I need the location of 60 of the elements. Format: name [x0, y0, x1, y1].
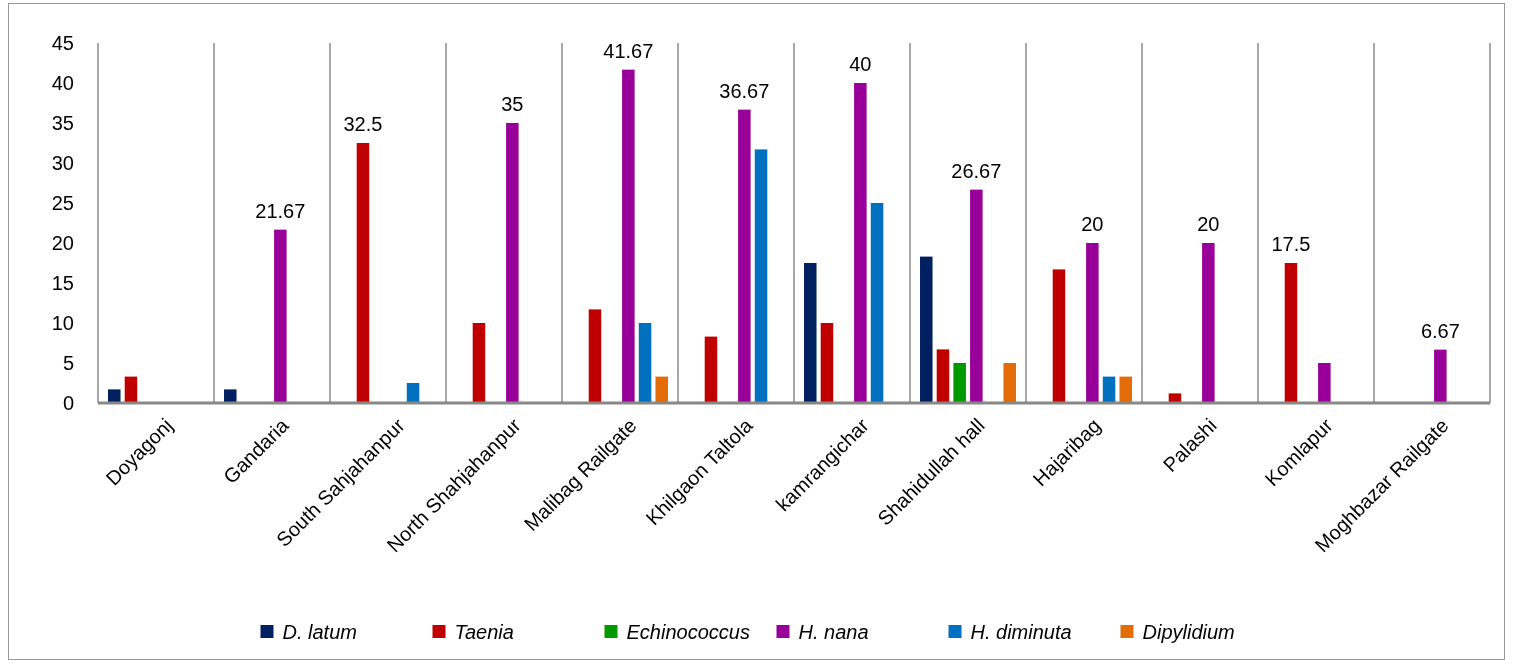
data-label: 40 [849, 53, 872, 75]
data-label: 26.67 [951, 159, 1002, 182]
bar [704, 336, 718, 403]
y-tick-label: 0 [62, 392, 74, 414]
legend-label: Echinococcus [626, 621, 750, 643]
bar [920, 256, 933, 403]
bar [406, 383, 420, 403]
legend-label: H. diminuta [970, 621, 1072, 643]
data-label: 20 [1197, 213, 1220, 235]
bar [936, 349, 950, 403]
y-tick-label: 10 [51, 312, 74, 334]
bar [870, 203, 884, 403]
data-label: 20 [1081, 213, 1104, 235]
legend-label: Dipylidium [1142, 621, 1235, 643]
bar [274, 229, 287, 403]
y-tick-label: 40 [51, 72, 74, 94]
bar [472, 323, 486, 403]
bar [1284, 263, 1298, 403]
bar [804, 263, 817, 403]
bar [754, 149, 768, 403]
bar [1119, 376, 1132, 403]
bar [820, 323, 834, 403]
bar [1003, 363, 1016, 403]
bar [356, 143, 370, 403]
data-label: 32.5 [343, 113, 383, 135]
y-tick-label: 45 [51, 32, 74, 54]
legend-label: Taenia [454, 621, 514, 643]
data-label: 6.67 [1420, 319, 1460, 342]
bar [588, 309, 602, 403]
legend-label: H. nana [798, 621, 869, 643]
data-label: 41.67 [603, 39, 654, 62]
bar [224, 389, 237, 403]
bar [970, 189, 983, 403]
bar [1168, 393, 1182, 403]
bar [1086, 243, 1099, 403]
y-tick-label: 15 [51, 272, 74, 294]
bar [1102, 376, 1116, 403]
bar [506, 123, 519, 403]
data-label: 17.5 [1271, 233, 1311, 255]
data-label: 21.67 [255, 199, 306, 222]
bar [638, 323, 652, 403]
bar [622, 69, 635, 403]
bar [1318, 363, 1331, 403]
bar [1052, 269, 1066, 403]
legend-label: D. latum [282, 621, 357, 643]
bar [108, 389, 121, 403]
bar [124, 376, 138, 403]
bar [1202, 243, 1215, 403]
y-tick-label: 20 [51, 232, 74, 254]
bar [655, 376, 668, 403]
bar [1434, 349, 1447, 403]
bar [738, 109, 751, 403]
bar [854, 83, 867, 403]
y-tick-label: 30 [51, 152, 74, 174]
y-tick-label: 35 [51, 112, 74, 134]
y-tick-label: 5 [62, 352, 74, 374]
y-tick-label: 25 [51, 192, 74, 214]
data-label: 35 [501, 93, 524, 115]
bar [953, 363, 966, 403]
data-label: 36.67 [719, 79, 770, 102]
